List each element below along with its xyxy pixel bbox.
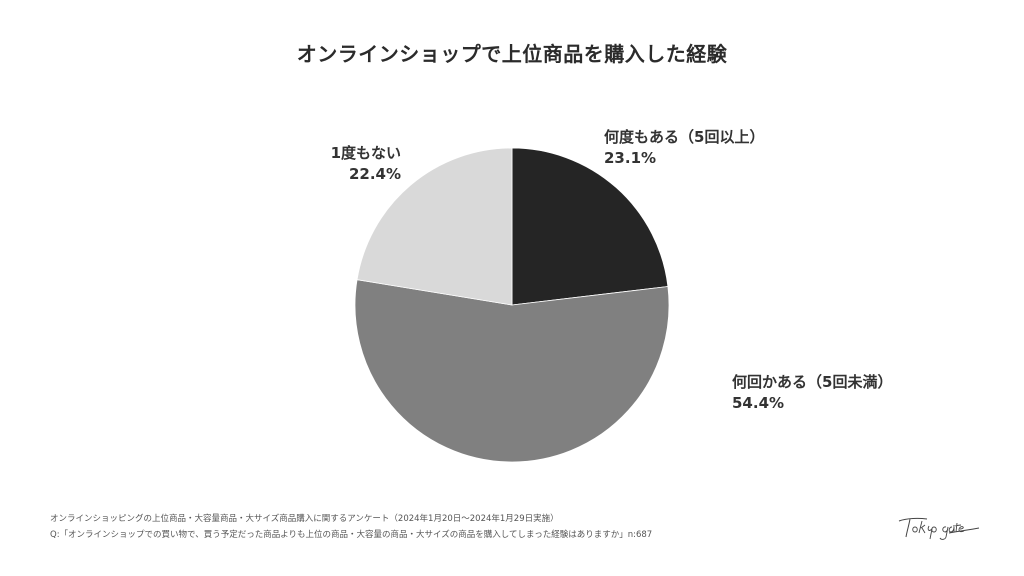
slice-5-or-more	[511, 147, 669, 306]
survey-source-note: オンラインショッピングの上位商品・大容量商品・大サイズ商品購入に関するアンケート…	[50, 514, 559, 524]
slice-never	[356, 147, 513, 306]
tokyo-gate-logo-icon	[898, 517, 980, 540]
slice-label-percent: 54.4%	[732, 394, 785, 412]
slice-label-name: 何度もある（5回以上）	[604, 128, 765, 146]
slice-label-percent: 23.1%	[604, 149, 657, 167]
slice-less-than-5	[354, 279, 670, 463]
slice-label-less-than-5: 何回かある（5回未満） 54.4%	[732, 372, 892, 414]
slice-label-name: 1度もない	[330, 144, 401, 162]
slice-label-5-or-more: 何度もある（5回以上） 23.1%	[604, 127, 764, 169]
slice-label-percent: 22.4%	[348, 165, 401, 183]
survey-question-note: Q:「オンラインショップでの買い物で、買う予定だった商品よりも上位の商品・大容量…	[50, 530, 653, 540]
chart-title: オンラインショップで上位商品を購入した経験	[296, 42, 728, 66]
chart-footer: オンラインショッピングの上位商品・大容量商品・大サイズ商品購入に関するアンケート…	[50, 511, 652, 543]
slice-label-name: 何回かある（5回未満）	[732, 373, 893, 391]
slice-label-never: 1度もない 22.4%	[310, 143, 401, 185]
